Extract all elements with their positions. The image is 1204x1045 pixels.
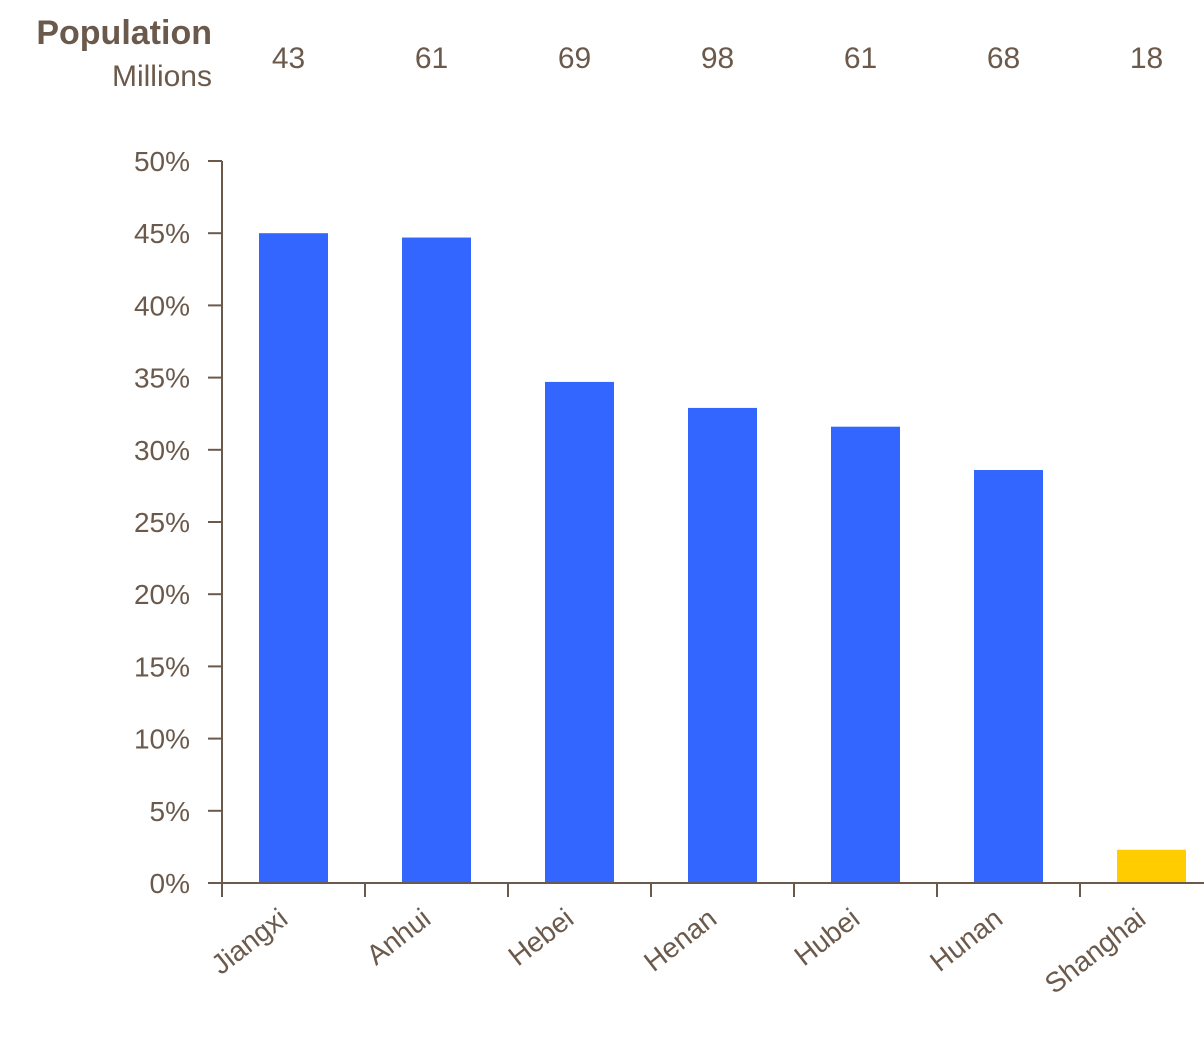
- y-tick-label: 10%: [134, 724, 190, 755]
- bar-henan: [688, 407, 757, 883]
- population-value-hunan: 68: [987, 42, 1020, 75]
- population-value-hebei: 69: [558, 42, 591, 75]
- y-tick-label: 5%: [150, 796, 190, 827]
- population-value-anhui: 61: [415, 42, 448, 75]
- y-tick-label: 25%: [134, 507, 190, 538]
- population-header-title: Population: [36, 14, 212, 52]
- bars: [259, 233, 1186, 884]
- population-values: 43 61 69 98 61 68 18: [272, 42, 1163, 75]
- y-tick-label: 45%: [134, 218, 190, 249]
- category-label-jiangxi: Jiangxi: [205, 902, 293, 980]
- category-label-shanghai: Shanghai: [1039, 902, 1151, 999]
- population-value-jiangxi: 43: [272, 42, 305, 75]
- population-value-hubei: 61: [844, 42, 877, 75]
- y-tick-label: 15%: [134, 651, 190, 682]
- y-tick-label: 35%: [134, 363, 190, 394]
- x-axis: [221, 882, 1204, 897]
- population-header-unit: Millions: [112, 60, 212, 93]
- y-tick-label: 30%: [134, 435, 190, 466]
- y-tick-label: 50%: [134, 146, 190, 177]
- y-tick-label: 0%: [150, 868, 190, 899]
- population-value-henan: 98: [701, 42, 734, 75]
- category-label-henan: Henan: [638, 902, 722, 977]
- bar-anhui: [402, 237, 471, 884]
- y-tick-label: 20%: [134, 579, 190, 610]
- category-label-hubei: Hubei: [788, 902, 865, 971]
- category-label-anhui: Anhui: [361, 902, 437, 971]
- y-axis: 0% 5% 10% 15% 20% 25% 30% 35% 40% 45% 50%: [134, 146, 223, 899]
- category-labels: Jiangxi Anhui Hebei Henan Hubei Hunan Shanghai: [205, 902, 1151, 999]
- bar-shanghai: [1117, 849, 1186, 883]
- bar-hebei: [545, 381, 614, 883]
- bar-hubei: [831, 426, 900, 883]
- bar-hunan: [974, 470, 1043, 883]
- y-tick-label: 40%: [134, 290, 190, 321]
- category-label-hunan: Hunan: [924, 902, 1008, 977]
- population-value-shanghai: 18: [1130, 42, 1163, 75]
- category-label-hebei: Hebei: [502, 902, 579, 971]
- bar-jiangxi: [259, 233, 328, 883]
